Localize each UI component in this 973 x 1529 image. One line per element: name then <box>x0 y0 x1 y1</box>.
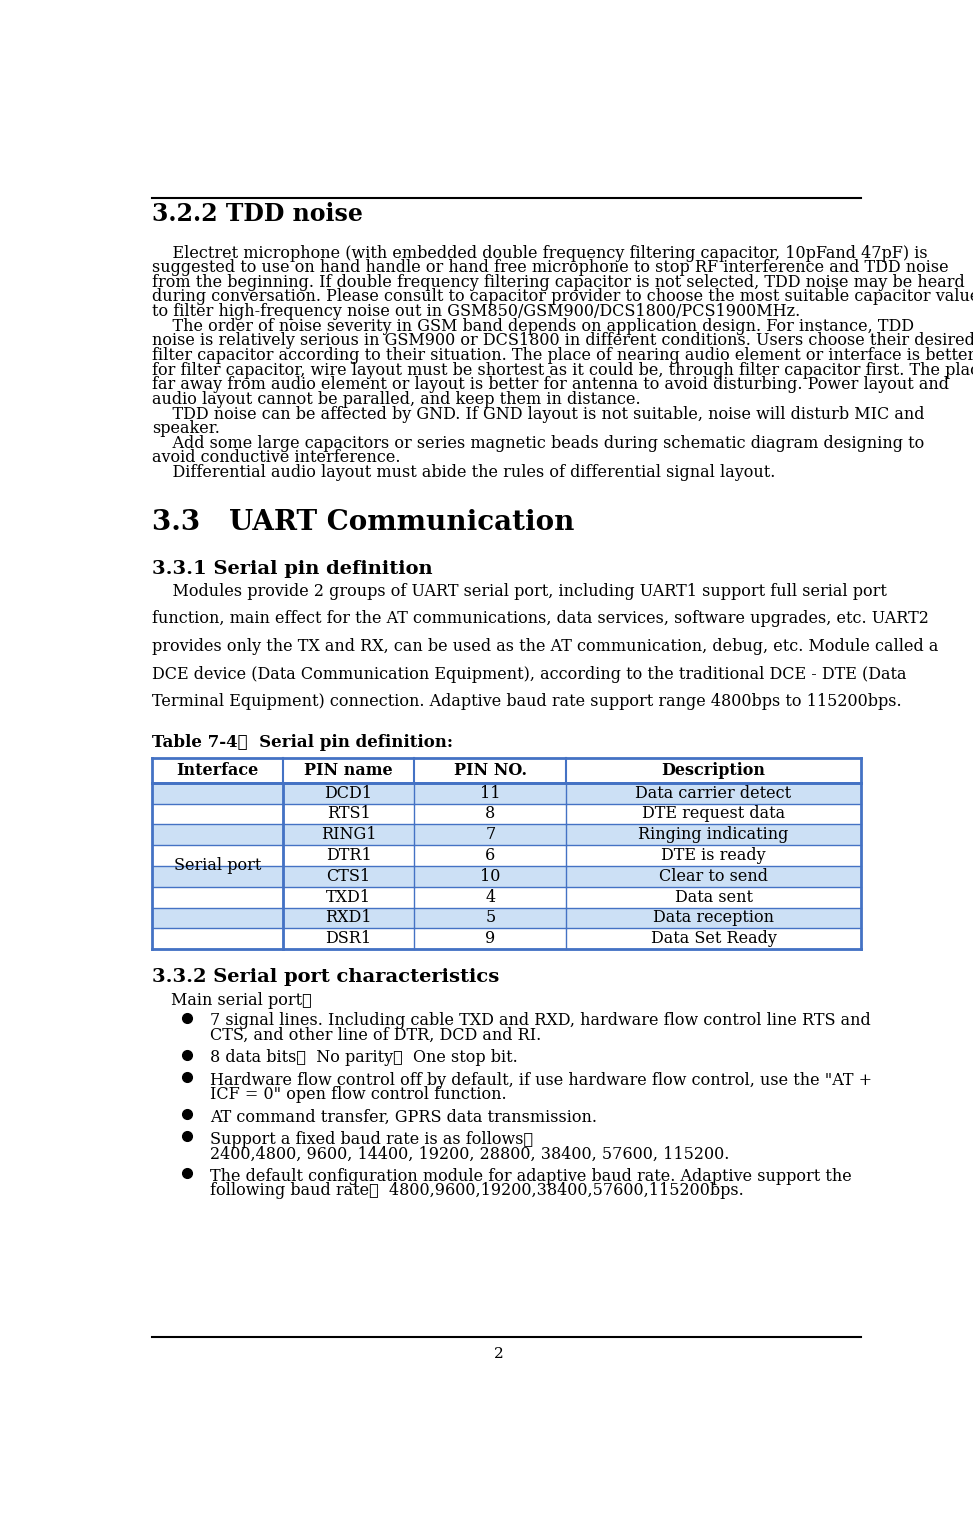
Text: TDD noise can be affected by GND. If GND layout is not suitable, noise will dist: TDD noise can be affected by GND. If GND… <box>152 405 924 422</box>
Text: noise is relatively serious in GSM900 or DCS1800 in different conditions. Users : noise is relatively serious in GSM900 or… <box>152 332 973 349</box>
Text: from the beginning. If double frequency filtering capacitor is not selected, TDD: from the beginning. If double frequency … <box>152 274 964 291</box>
Text: CTS1: CTS1 <box>326 868 371 885</box>
Text: 3.3   UART Communication: 3.3 UART Communication <box>152 509 574 537</box>
Text: Terminal Equipment) connection. Adaptive baud rate support range 4800bps to 1152: Terminal Equipment) connection. Adaptive… <box>152 694 901 711</box>
Bar <box>152 824 861 846</box>
Bar <box>152 928 861 950</box>
Text: 2400,4800, 9600, 14400, 19200, 28800, 38400, 57600, 115200.: 2400,4800, 9600, 14400, 19200, 28800, 38… <box>210 1145 730 1162</box>
Bar <box>152 846 861 865</box>
Text: 8: 8 <box>486 806 495 823</box>
Text: speaker.: speaker. <box>152 420 220 437</box>
Text: TXD1: TXD1 <box>326 888 371 905</box>
Text: 3.3.1 Serial pin definition: 3.3.1 Serial pin definition <box>152 560 432 578</box>
Text: audio layout cannot be paralled, and keep them in distance.: audio layout cannot be paralled, and kee… <box>152 391 640 408</box>
Text: 9: 9 <box>486 930 495 948</box>
Text: 2: 2 <box>493 1347 504 1361</box>
Text: AT command transfer, GPRS data transmission.: AT command transfer, GPRS data transmiss… <box>210 1109 596 1125</box>
Bar <box>152 783 861 804</box>
Text: 8 data bits，  No parity，  One stop bit.: 8 data bits， No parity， One stop bit. <box>210 1049 518 1066</box>
Text: CTS, and other line of DTR, DCD and RI.: CTS, and other line of DTR, DCD and RI. <box>210 1027 541 1044</box>
Text: PIN NO.: PIN NO. <box>453 761 526 778</box>
Text: 3.3.2 Serial port characteristics: 3.3.2 Serial port characteristics <box>152 968 499 986</box>
Text: filter capacitor according to their situation. The place of nearing audio elemen: filter capacitor according to their situ… <box>152 347 973 364</box>
Text: avoid conductive interference.: avoid conductive interference. <box>152 450 400 466</box>
Text: Data carrier detect: Data carrier detect <box>635 784 792 801</box>
Bar <box>152 908 861 928</box>
Bar <box>152 865 861 887</box>
Text: Data sent: Data sent <box>674 888 752 905</box>
Text: Clear to send: Clear to send <box>659 868 768 885</box>
Text: Table 7-4：  Serial pin definition:: Table 7-4： Serial pin definition: <box>152 734 452 751</box>
Text: Data reception: Data reception <box>653 910 775 927</box>
Text: Modules provide 2 groups of UART serial port, including UART1 support full seria: Modules provide 2 groups of UART serial … <box>152 583 886 599</box>
Text: Add some large capacitors or series magnetic beads during schematic diagram desi: Add some large capacitors or series magn… <box>152 434 924 451</box>
Text: Description: Description <box>662 761 766 778</box>
Text: RING1: RING1 <box>321 826 377 844</box>
Text: 11: 11 <box>480 784 500 801</box>
Text: RTS1: RTS1 <box>327 806 371 823</box>
Text: Differential audio layout must abide the rules of differential signal layout.: Differential audio layout must abide the… <box>152 463 775 482</box>
Text: 3.2.2 TDD noise: 3.2.2 TDD noise <box>152 202 363 226</box>
Text: DTE request data: DTE request data <box>642 806 785 823</box>
Text: Data Set Ready: Data Set Ready <box>651 930 776 948</box>
Text: provides only the TX and RX, can be used as the AT communication, debug, etc. Mo: provides only the TX and RX, can be used… <box>152 638 938 654</box>
Text: Support a fixed baud rate is as follows：: Support a fixed baud rate is as follows： <box>210 1131 533 1148</box>
Text: ICF = 0" open flow control function.: ICF = 0" open flow control function. <box>210 1086 507 1104</box>
Text: Ringing indicating: Ringing indicating <box>638 826 789 844</box>
Text: during conversation. Please consult to capacitor provider to choose the most sui: during conversation. Please consult to c… <box>152 289 973 306</box>
Text: 10: 10 <box>480 868 500 885</box>
Text: The default configuration module for adaptive baud rate. Adaptive support the: The default configuration module for ada… <box>210 1168 851 1185</box>
Text: Hardware flow control off by default, if use hardware flow control, use the "AT : Hardware flow control off by default, if… <box>210 1072 872 1089</box>
Bar <box>152 804 861 824</box>
Bar <box>152 887 861 908</box>
Text: DSR1: DSR1 <box>325 930 372 948</box>
Text: DCD1: DCD1 <box>324 784 373 801</box>
Text: The order of noise severity in GSM band depends on application design. For insta: The order of noise severity in GSM band … <box>152 318 914 335</box>
Text: Main serial port：: Main serial port： <box>171 992 312 1009</box>
Text: DCE device (Data Communication Equipment), according to the traditional DCE - DT: DCE device (Data Communication Equipment… <box>152 665 906 683</box>
Text: 7 signal lines. Including cable TXD and RXD, hardware flow control line RTS and: 7 signal lines. Including cable TXD and … <box>210 1012 871 1029</box>
Text: suggested to use on hand handle or hand free microphone to stop RF interference : suggested to use on hand handle or hand … <box>152 260 949 277</box>
Text: for filter capacitor, wire layout must be shortest as it could be, through filte: for filter capacitor, wire layout must b… <box>152 362 973 379</box>
Text: 7: 7 <box>486 826 495 844</box>
Text: function, main effect for the AT communications, data services, software upgrade: function, main effect for the AT communi… <box>152 610 928 627</box>
Text: Serial port: Serial port <box>173 858 261 875</box>
Text: Interface: Interface <box>176 761 259 778</box>
Bar <box>152 758 861 783</box>
Text: Electret microphone (with embedded double frequency filtering capacitor, 10pFand: Electret microphone (with embedded doubl… <box>152 245 927 261</box>
Text: RXD1: RXD1 <box>325 910 372 927</box>
Text: DTR1: DTR1 <box>326 847 372 864</box>
Text: far away from audio element or layout is better for antenna to avoid disturbing.: far away from audio element or layout is… <box>152 376 949 393</box>
Text: 5: 5 <box>486 910 495 927</box>
Text: 6: 6 <box>486 847 495 864</box>
Text: following baud rate：  4800,9600,19200,38400,57600,115200bps.: following baud rate： 4800,9600,19200,384… <box>210 1182 743 1199</box>
Text: to filter high-frequency noise out in GSM850/GSM900/DCS1800/PCS1900MHz.: to filter high-frequency noise out in GS… <box>152 303 800 320</box>
Text: PIN name: PIN name <box>305 761 393 778</box>
Text: 4: 4 <box>486 888 495 905</box>
Text: DTE is ready: DTE is ready <box>662 847 766 864</box>
